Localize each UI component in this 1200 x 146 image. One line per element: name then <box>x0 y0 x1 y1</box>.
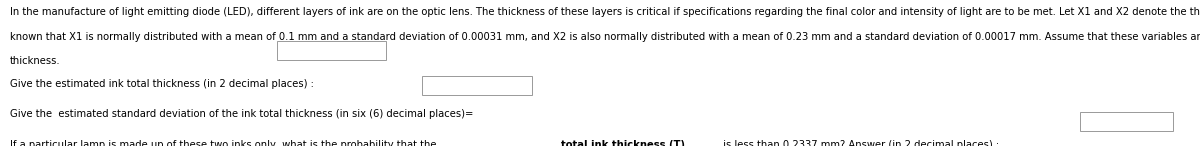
FancyBboxPatch shape <box>1080 112 1174 131</box>
Text: If a particular lamp is made up of these two inks only, what is the probability : If a particular lamp is made up of these… <box>10 140 439 146</box>
Text: total ink thickness (T): total ink thickness (T) <box>560 140 684 146</box>
FancyBboxPatch shape <box>277 41 386 60</box>
FancyBboxPatch shape <box>422 76 532 95</box>
Text: Give the  estimated standard deviation of the ink total thickness (in six (6) de: Give the estimated standard deviation of… <box>10 109 473 119</box>
Text: thickness.: thickness. <box>10 56 60 66</box>
Text: known that X1 is normally distributed with a mean of 0.1 mm and a standard devia: known that X1 is normally distributed wi… <box>10 32 1200 42</box>
Text: is less than 0.2337 mm? Answer (in 2 decimal places) :: is less than 0.2337 mm? Answer (in 2 dec… <box>720 140 998 146</box>
Text: Give the estimated ink total thickness (in 2 decimal places) :: Give the estimated ink total thickness (… <box>10 79 313 89</box>
Text: In the manufacture of light emitting diode (LED), different layers of ink are on: In the manufacture of light emitting dio… <box>10 7 1200 17</box>
